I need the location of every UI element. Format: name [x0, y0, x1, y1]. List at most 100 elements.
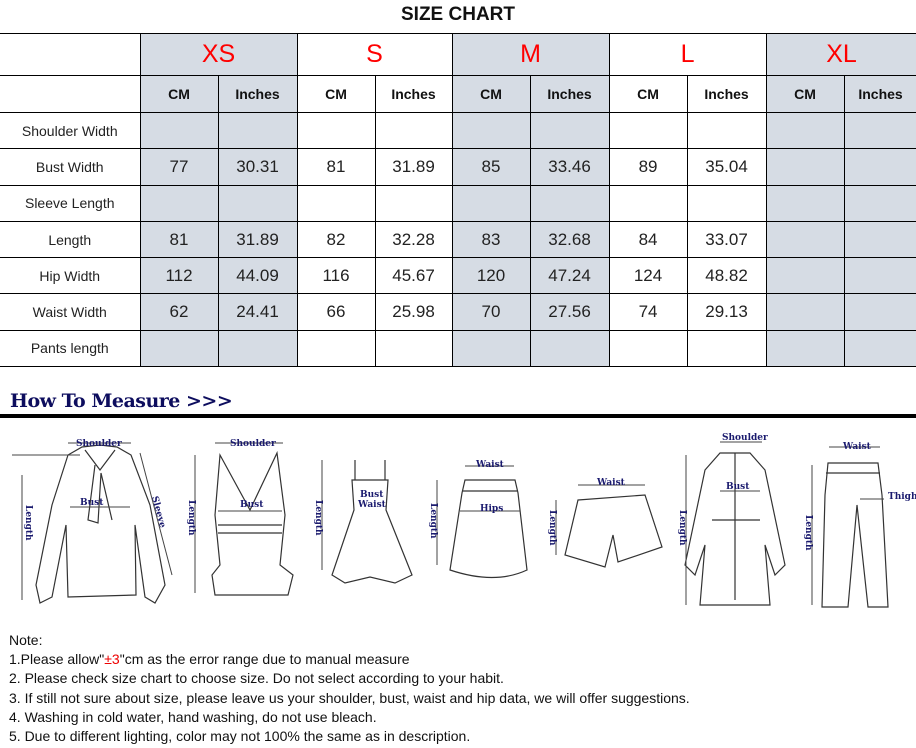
note-4: 4. Washing in cold water, hand washing, … — [9, 708, 377, 725]
measurement-cell: 24.41 — [217, 293, 298, 331]
length-label: Length — [186, 500, 196, 536]
measurement-cell — [843, 257, 916, 295]
note-5: 5. Due to different lighting, color may … — [9, 728, 471, 745]
waist-label: Waist — [475, 460, 505, 470]
table-row: Sleeve Length — [0, 184, 916, 222]
notes: Note: 1.Please allow"±3"cm as the error … — [9, 631, 690, 746]
measurement-cell — [296, 111, 376, 150]
row-label: Bust Width — [0, 148, 141, 186]
measurement-cell: 48.82 — [686, 257, 767, 295]
measurement-cell: 33.46 — [529, 148, 610, 186]
unit-header: Inches — [843, 75, 916, 113]
length-label: Length — [803, 515, 813, 551]
measurement-cell: 120 — [451, 257, 531, 295]
measurement-cell — [217, 329, 298, 368]
row-label: Waist Width — [0, 293, 141, 331]
measurement-cell — [843, 293, 916, 331]
measurement-cell — [686, 184, 767, 222]
page-title: SIZE CHART — [401, 4, 515, 25]
dress-diagram: Bust Waist Length — [313, 460, 413, 584]
size-header-s: S — [296, 33, 453, 76]
measurement-cell — [765, 111, 845, 150]
measurement-cell — [217, 184, 298, 222]
bust-label: Bust — [726, 482, 750, 492]
size-header-l: L — [608, 33, 767, 76]
row-label: Sleeve Length — [0, 184, 141, 222]
unit-header: Inches — [217, 75, 298, 113]
unit-header: CM — [765, 75, 845, 113]
corner-cell — [0, 33, 141, 76]
measurement-cell — [608, 184, 688, 222]
pants-diagram: Waist Thigh Length — [803, 442, 916, 608]
table-row: Hip Width 112 44.09 116 45.67 120 47.24 124 48.8… — [0, 257, 916, 295]
measurement-cell: 35.04 — [686, 148, 767, 186]
measurement-cell: 44.09 — [217, 257, 298, 295]
measurement-cell — [139, 111, 219, 150]
measurement-cell — [296, 329, 376, 368]
measurement-cell: 29.13 — [686, 293, 767, 331]
measurement-cell — [608, 329, 688, 368]
shoulder-label: Shoulder — [722, 433, 768, 443]
length-label: Length — [313, 500, 323, 536]
measurement-cell: 31.89 — [217, 220, 298, 259]
measurement-diagrams: Shoulder Bust Length Sleeve Shoulder Bus… — [12, 433, 916, 608]
waist-label: Waist — [596, 478, 626, 488]
table-row: Waist Width 62 24.41 66 25.98 70 27.56 74 29.13 — [0, 293, 916, 331]
shoulder-label: Shoulder — [76, 439, 122, 449]
measurement-cell — [296, 184, 376, 222]
measurement-cell: 27.56 — [529, 293, 610, 331]
measurement-cell — [686, 329, 767, 368]
how-to-measure-heading: How To Measure >>> — [10, 390, 233, 412]
measurement-cell: 25.98 — [374, 293, 453, 331]
measurement-cell — [843, 220, 916, 259]
measurement-cell — [765, 220, 845, 259]
length-label: Length — [23, 505, 33, 541]
length-label: Length — [677, 510, 687, 546]
measurement-cell — [451, 184, 531, 222]
corner-cell — [0, 75, 141, 113]
measurement-cell: 112 — [139, 257, 219, 295]
note-3: 3. If still not sure about size, please … — [9, 689, 690, 706]
shoulder-label: Shoulder — [230, 439, 276, 449]
table-row: Length 81 31.89 82 32.28 83 32.68 84 33.07 — [0, 220, 916, 259]
row-label: Shoulder Width — [0, 111, 141, 150]
measurement-cell: 47.24 — [529, 257, 610, 295]
measurement-cell: 124 — [608, 257, 688, 295]
measurement-cell: 116 — [296, 257, 376, 295]
measurement-cell — [843, 184, 916, 222]
row-label: Hip Width — [0, 257, 141, 295]
bust-label: Bust — [360, 490, 384, 500]
measurement-cell — [451, 329, 531, 368]
measurement-cell — [686, 111, 767, 150]
measurement-cell: 81 — [139, 220, 219, 259]
coat-diagram: Shoulder Bust Length — [677, 433, 786, 606]
measurement-cell — [451, 111, 531, 150]
measurement-cell — [529, 184, 610, 222]
measurement-cell — [374, 111, 453, 150]
thigh-label: Thigh — [888, 492, 916, 502]
shorts-diagram: Waist Length — [547, 478, 663, 568]
size-header-xs: XS — [139, 33, 298, 76]
measurement-cell: 81 — [296, 148, 376, 186]
waist-label: Waist — [842, 442, 872, 452]
measurement-cell — [843, 329, 916, 368]
notes-heading: Note: — [9, 632, 43, 648]
size-chart-table: XS S M L XL CM Inches CM Inches CM Inches CM Inches C… — [0, 33, 916, 368]
measurement-cell — [843, 111, 916, 150]
table-row: Bust Width 77 30.31 81 31.89 85 33.46 89 35.04 — [0, 148, 916, 186]
unit-header: CM — [451, 75, 531, 113]
divider — [0, 414, 916, 418]
measurement-cell: 32.28 — [374, 220, 453, 259]
unit-header: CM — [608, 75, 688, 113]
measurement-cell: 83 — [451, 220, 531, 259]
note-1-text-end: "cm as the error range due to manual mea… — [119, 651, 410, 668]
measurement-cell — [765, 184, 845, 222]
table-row: Pants length — [0, 329, 916, 368]
measurement-cell — [765, 329, 845, 368]
unit-header: Inches — [374, 75, 453, 113]
note-1-tolerance: ±3 — [104, 651, 120, 668]
row-label: Pants length — [0, 329, 141, 368]
tank-top-diagram: Shoulder Bust Length — [186, 439, 294, 596]
measurement-cell — [217, 111, 298, 150]
note-1-text: 1.Please allow" — [9, 651, 105, 668]
